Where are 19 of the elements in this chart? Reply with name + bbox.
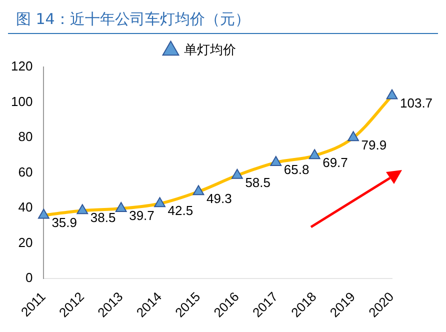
chart-title: 图 14：近十年公司车灯均价（元）	[8, 8, 438, 34]
y-tick-label: 60	[18, 164, 33, 180]
legend-label: 单灯均价	[184, 42, 236, 58]
y-tick-label: 100	[10, 94, 33, 109]
y-tick-label: 0	[25, 270, 33, 286]
data-label: 79.9	[361, 137, 387, 152]
data-label: 35.9	[52, 214, 77, 230]
data-label: 65.8	[284, 162, 310, 178]
y-tick-label: 20	[18, 234, 33, 250]
data-label: 38.5	[90, 210, 116, 226]
data-label: 58.5	[245, 174, 271, 190]
data-label: 39.7	[129, 208, 154, 224]
data-label: 103.7	[400, 95, 433, 110]
data-label: 42.5	[168, 203, 194, 218]
y-tick-label: 80	[18, 129, 33, 144]
y-tick-label: 40	[18, 200, 33, 215]
data-label: 49.3	[206, 191, 232, 206]
y-tick-label: 120	[10, 58, 33, 74]
data-label: 69.7	[322, 155, 348, 170]
